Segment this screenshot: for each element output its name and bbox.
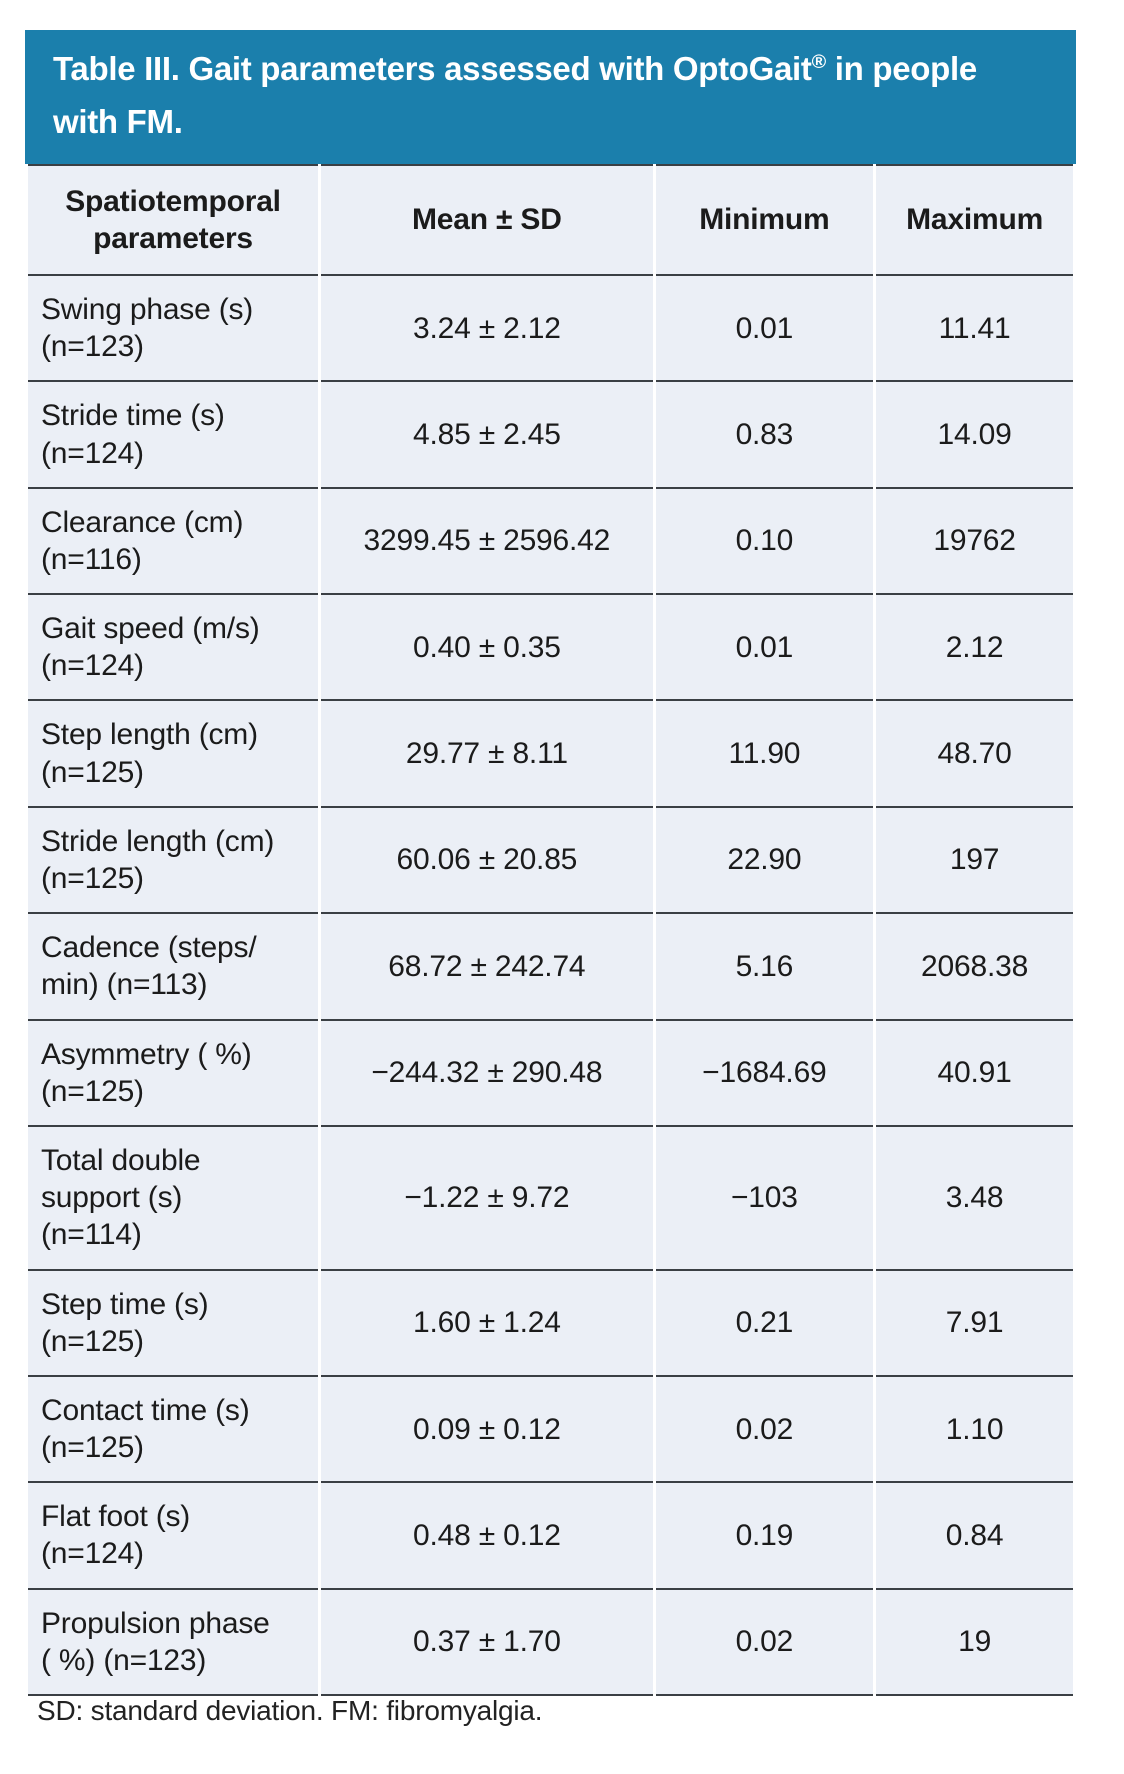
mean-sd-cell: 3299.45 ± 2596.42 <box>321 488 653 596</box>
header-row: Spatiotemporal parameters Mean ± SD Mini… <box>28 163 1073 276</box>
parameter-cell: Cadence (steps/ min) (n=113) <box>28 914 319 1021</box>
parameter-cell: Step time (s) (n=125) <box>28 1270 319 1377</box>
table-row: Flat foot (s) (n=124) 0.48 ± 0.12 0.19 0… <box>28 1483 1073 1590</box>
parameter-cell: Contact time (s) (n=125) <box>28 1376 319 1484</box>
mean-sd-cell: 3.24 ± 2.12 <box>321 275 653 383</box>
mean-sd-cell: −244.32 ± 290.48 <box>321 1020 653 1127</box>
maximum-cell: 48.70 <box>876 701 1073 808</box>
parameter-cell: Step length (cm) (n=125) <box>28 701 319 808</box>
parameter-cell: Total double support (s) (n=114) <box>28 1126 319 1271</box>
mean-sd-cell: 0.40 ± 0.35 <box>321 595 653 702</box>
minimum-cell: −103 <box>655 1126 874 1271</box>
minimum-cell: 5.16 <box>655 914 874 1021</box>
gait-parameters-table: Spatiotemporal parameters Mean ± SD Mini… <box>25 163 1076 1697</box>
table-row: Gait speed (m/s) (n=124) 0.40 ± 0.35 0.0… <box>28 595 1073 702</box>
parameter-cell: Propulsion phase ( %) (n=123) <box>28 1589 319 1697</box>
mean-sd-cell: 0.37 ± 1.70 <box>321 1589 653 1697</box>
maximum-cell: 19 <box>876 1589 1073 1697</box>
minimum-cell: 0.19 <box>655 1483 874 1590</box>
table-row: Step length (cm) (n=125) 29.77 ± 8.11 11… <box>28 701 1073 808</box>
parameter-cell: Gait speed (m/s) (n=124) <box>28 595 319 702</box>
maximum-cell: 40.91 <box>876 1020 1073 1127</box>
parameter-cell: Asymmetry ( %) (n=125) <box>28 1020 319 1127</box>
table-title-text: Table III. Gait parameters assessed with… <box>53 50 812 87</box>
table-title-suffix: in people with FM. <box>53 50 977 140</box>
table-row: Step time (s) (n=125) 1.60 ± 1.24 0.21 7… <box>28 1270 1073 1377</box>
maximum-cell: 2068.38 <box>876 914 1073 1021</box>
minimum-cell: 0.10 <box>655 488 874 596</box>
footnote: SD: standard deviation. FM: fibromyalgia… <box>37 1695 543 1726</box>
maximum-cell: 3.48 <box>876 1126 1073 1271</box>
table-row: Total double support (s) (n=114) −1.22 ±… <box>28 1126 1073 1271</box>
mean-sd-cell: 0.48 ± 0.12 <box>321 1483 653 1590</box>
minimum-cell: 0.83 <box>655 382 874 489</box>
table-row: Stride time (s) (n=124) 4.85 ± 2.45 0.83… <box>28 382 1073 489</box>
mean-sd-cell: 29.77 ± 8.11 <box>321 701 653 808</box>
maximum-cell: 11.41 <box>876 275 1073 383</box>
maximum-cell: 14.09 <box>876 382 1073 489</box>
minimum-cell: 0.01 <box>655 275 874 383</box>
maximum-cell: 2.12 <box>876 595 1073 702</box>
mean-sd-cell: 4.85 ± 2.45 <box>321 382 653 489</box>
registered-trademark-symbol: ® <box>811 51 827 73</box>
table-row: Propulsion phase ( %) (n=123) 0.37 ± 1.7… <box>28 1589 1073 1697</box>
table-row: Stride length (cm) (n=125) 60.06 ± 20.85… <box>28 807 1073 915</box>
table-card: Table III. Gait parameters assessed with… <box>25 30 1076 1697</box>
mean-sd-cell: 60.06 ± 20.85 <box>321 807 653 915</box>
parameter-cell: Stride time (s) (n=124) <box>28 382 319 489</box>
mean-sd-cell: 0.09 ± 0.12 <box>321 1376 653 1484</box>
parameter-cell: Swing phase (s) (n=123) <box>28 275 319 383</box>
maximum-cell: 7.91 <box>876 1270 1073 1377</box>
mean-sd-cell: 1.60 ± 1.24 <box>321 1270 653 1377</box>
maximum-cell: 0.84 <box>876 1483 1073 1590</box>
column-header-spatiotemporal-parameters: Spatiotemporal parameters <box>28 163 319 276</box>
column-header-mean-sd: Mean ± SD <box>321 163 653 276</box>
table-row: Swing phase (s) (n=123) 3.24 ± 2.12 0.01… <box>28 275 1073 383</box>
minimum-cell: −1684.69 <box>655 1020 874 1127</box>
parameter-cell: Stride length (cm) (n=125) <box>28 807 319 915</box>
minimum-cell: 22.90 <box>655 807 874 915</box>
minimum-cell: 0.02 <box>655 1376 874 1484</box>
table-title: Table III. Gait parameters assessed with… <box>25 30 1076 164</box>
parameter-cell: Clearance (cm) (n=116) <box>28 488 319 596</box>
mean-sd-cell: 68.72 ± 242.74 <box>321 914 653 1021</box>
maximum-cell: 1.10 <box>876 1376 1073 1484</box>
column-header-maximum: Maximum <box>876 163 1073 276</box>
minimum-cell: 11.90 <box>655 701 874 808</box>
minimum-cell: 0.21 <box>655 1270 874 1377</box>
minimum-cell: 0.01 <box>655 595 874 702</box>
column-header-minimum: Minimum <box>655 163 874 276</box>
table-row: Clearance (cm) (n=116) 3299.45 ± 2596.42… <box>28 488 1073 596</box>
mean-sd-cell: −1.22 ± 9.72 <box>321 1126 653 1271</box>
maximum-cell: 197 <box>876 807 1073 915</box>
table-row: Cadence (steps/ min) (n=113) 68.72 ± 242… <box>28 914 1073 1021</box>
table-row: Asymmetry ( %) (n=125) −244.32 ± 290.48 … <box>28 1020 1073 1127</box>
minimum-cell: 0.02 <box>655 1589 874 1697</box>
maximum-cell: 19762 <box>876 488 1073 596</box>
table-row: Contact time (s) (n=125) 0.09 ± 0.12 0.0… <box>28 1376 1073 1484</box>
parameter-cell: Flat foot (s) (n=124) <box>28 1483 319 1590</box>
